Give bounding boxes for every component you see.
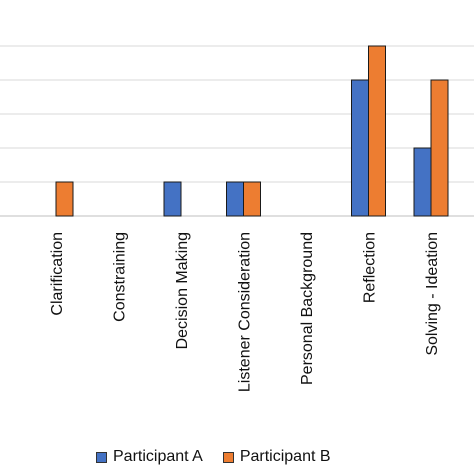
bar-participant-a-5 <box>351 79 369 217</box>
x-tick-labels: Clarification Constraining Decision Making… <box>49 232 441 392</box>
legend-label-participant-b: Participant B <box>239 448 331 465</box>
bar-participant-b-6 <box>430 79 449 217</box>
bar-participant-b-0 <box>55 181 74 217</box>
x-tick-label: Decision Making <box>174 232 191 349</box>
legend-item-participant-b: Participant B <box>222 448 331 466</box>
x-tick-label: Clarification <box>49 232 66 316</box>
bar-participant-a-6 <box>413 147 432 217</box>
bar-participant-b-3 <box>243 181 261 217</box>
legend-swatch-participant-a <box>96 451 107 463</box>
bar-participant-b-5 <box>368 45 386 217</box>
legend-label-participant-a: Participant A <box>113 448 203 465</box>
x-tick-label: Solving - Ideation <box>424 232 441 356</box>
bars <box>55 45 449 217</box>
bar-participant-a-3 <box>226 181 244 217</box>
gridlines <box>0 45 474 217</box>
x-tick-label: Constraining <box>112 232 129 322</box>
legend: Participant A Participant B <box>96 448 351 466</box>
legend-item-participant-a: Participant A <box>96 448 203 466</box>
x-tick-label: Listener Consideration <box>237 232 254 392</box>
bar-participant-a-2 <box>163 181 182 217</box>
x-tick-label: Reflection <box>362 232 379 303</box>
x-tick-label: Personal Background <box>299 232 316 385</box>
legend-swatch-participant-b <box>222 451 234 463</box>
